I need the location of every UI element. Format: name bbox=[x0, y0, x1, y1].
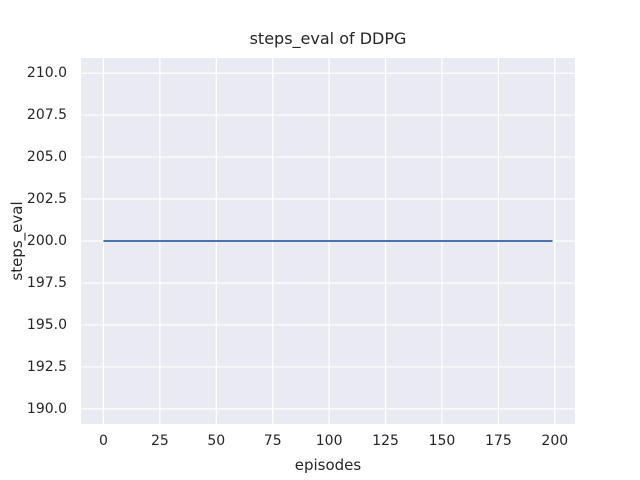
x-tick-label: 200 bbox=[541, 433, 569, 449]
plot-canvas bbox=[81, 58, 575, 424]
x-tick-label: 75 bbox=[263, 433, 282, 449]
x-tick-label: 125 bbox=[372, 433, 399, 449]
y-axis-label: steps_eval bbox=[8, 201, 26, 281]
x-tick-label: 150 bbox=[428, 433, 456, 449]
y-tick-label: 197.5 bbox=[26, 274, 67, 291]
plot-area bbox=[81, 58, 575, 424]
y-tick-label: 190.0 bbox=[26, 400, 67, 417]
x-tick-label: 50 bbox=[207, 433, 226, 449]
x-tick-label: 25 bbox=[150, 433, 169, 449]
y-tick-label: 202.5 bbox=[26, 191, 67, 208]
x-tick-label: 175 bbox=[485, 433, 512, 449]
y-tick-label: 210.0 bbox=[26, 65, 67, 82]
y-tick-label: 200.0 bbox=[26, 233, 67, 249]
y-tick-label: 205.0 bbox=[26, 149, 67, 166]
y-tick-label: 195.0 bbox=[26, 316, 67, 333]
chart-title: steps_eval of DDPG bbox=[249, 29, 407, 48]
x-tick-label: 0 bbox=[98, 433, 108, 449]
y-tick-label: 192.5 bbox=[26, 358, 67, 375]
x-axis-label: episodes bbox=[294, 456, 362, 474]
y-tick-label: 207.5 bbox=[26, 107, 67, 124]
x-tick-label: 100 bbox=[315, 433, 343, 449]
